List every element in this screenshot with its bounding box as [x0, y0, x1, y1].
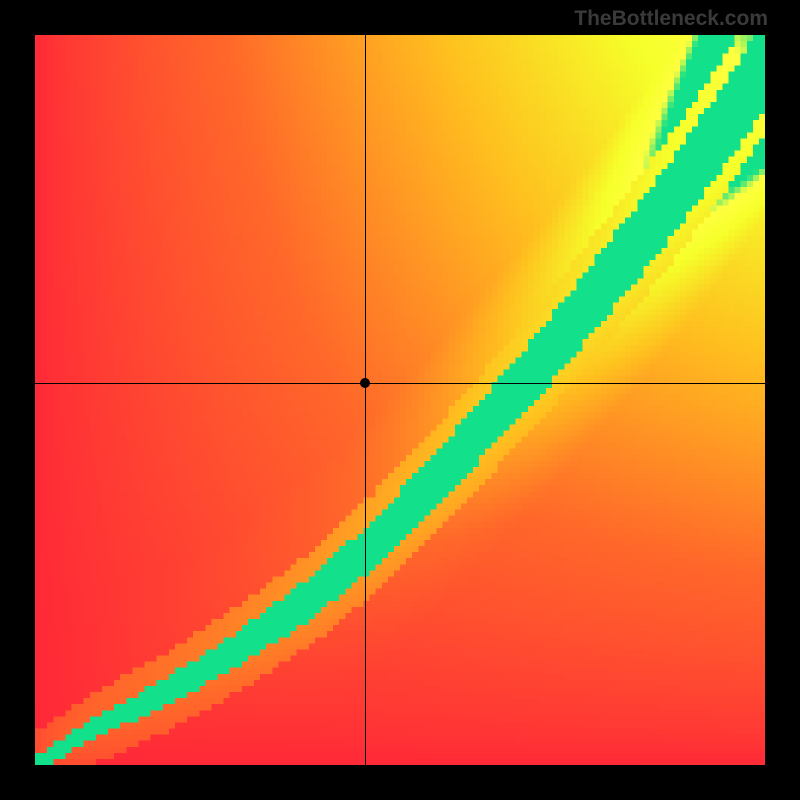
crosshair-horizontal: [35, 383, 765, 384]
crosshair-vertical: [365, 35, 366, 765]
watermark-text: TheBottleneck.com: [574, 7, 768, 31]
heatmap-plot-area: [35, 35, 765, 765]
bottleneck-heatmap: [35, 35, 765, 765]
selection-marker-dot: [360, 378, 370, 388]
